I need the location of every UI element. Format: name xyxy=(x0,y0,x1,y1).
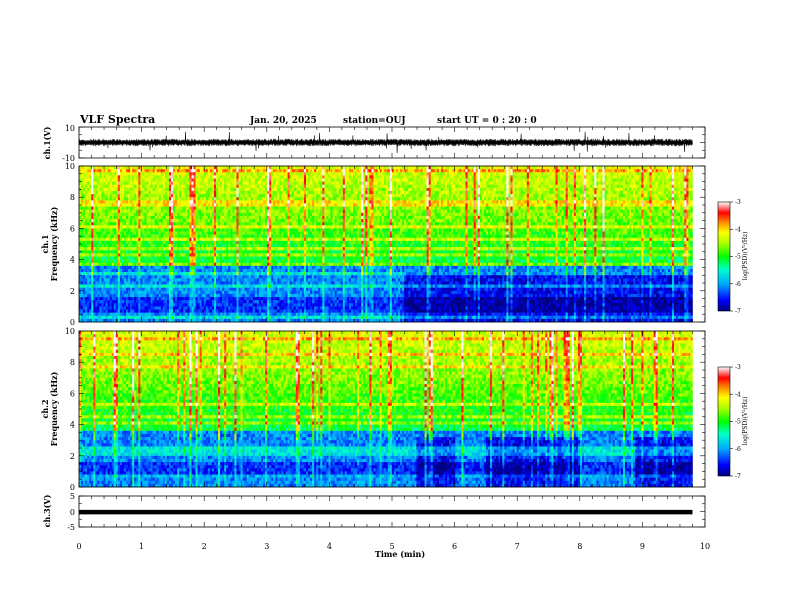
ch3-ytick-top: 5 xyxy=(70,492,75,501)
figure-title: VLF Spectra xyxy=(79,113,155,126)
time-tick-label: 9 xyxy=(640,542,645,551)
colorbar-tick-label: -7 xyxy=(735,473,741,480)
ch2-colorbar-label: log(PSD)(V²/Hz) xyxy=(742,397,749,446)
frequency-tick-label: 0 xyxy=(70,318,75,327)
time-tick-label: 7 xyxy=(515,542,520,551)
ch3-waveform-ylabel: ch.3(V) xyxy=(42,494,52,527)
ch1-waveform-panel: 10 -10 ch.1(V) xyxy=(42,124,705,163)
ch2-freq-tick-labels: 0 2 4 6 8 10 xyxy=(65,327,75,492)
time-tick-label: 0 xyxy=(76,542,81,551)
time-axis-label: Time (min) xyxy=(375,549,425,559)
colorbar-tick-label: -5 xyxy=(735,419,741,426)
colorbar-tick-label: -6 xyxy=(735,446,741,453)
time-tick-label: 10 xyxy=(700,542,710,551)
frequency-tick-label: 10 xyxy=(65,327,75,336)
date-label: Jan. 20, 2025 xyxy=(249,116,317,126)
station-label: station=OUJ xyxy=(343,116,406,126)
frequency-tick-label: 0 xyxy=(70,483,75,492)
colorbar-tick-label: -5 xyxy=(735,254,741,261)
ch2-colorbar-gradient xyxy=(718,367,730,476)
time-tick-label: 2 xyxy=(202,542,207,551)
start-time-label: start UT = 0 : 20 : 0 xyxy=(437,116,537,126)
ch2-spectrogram-image xyxy=(79,331,693,487)
ch1-colorbar-ticks: -3 -4 -5 -6 -7 xyxy=(730,199,741,315)
ch1-waveform-trace xyxy=(79,132,692,153)
time-tick-label: 6 xyxy=(452,542,457,551)
frequency-tick-label: 8 xyxy=(70,358,75,367)
time-tick-label: 4 xyxy=(327,542,332,551)
frequency-tick-label: 8 xyxy=(70,193,75,202)
ch1-colorbar-gradient xyxy=(718,202,730,311)
ch2-colorbar-ticks: -3 -4 -5 -6 -7 xyxy=(730,364,741,480)
ch2-spectrogram-ylabel-frequency: Frequency (kHz) xyxy=(49,371,59,446)
colorbar-tick-label: -7 xyxy=(735,308,741,315)
ch3-ytick-bottom: -5 xyxy=(67,523,75,532)
ch3-ytick-middle: 0 xyxy=(70,508,75,517)
ch3-waveform-panel: 5 0 -5 ch.3(V) xyxy=(42,492,705,532)
colorbar-tick-label: -6 xyxy=(735,281,741,288)
frequency-tick-label: 6 xyxy=(70,224,75,233)
colorbar-tick-label: -3 xyxy=(735,364,741,371)
ch1-waveform-ylabel: ch.1(V) xyxy=(42,126,52,159)
ch1-freq-tick-labels: 0 2 4 6 8 10 xyxy=(65,162,75,327)
ch1-waveform-line xyxy=(79,132,692,153)
frequency-tick-label: 10 xyxy=(65,162,75,171)
colorbar-tick-label: -4 xyxy=(735,391,741,398)
ch1-spectrogram-ylabel-frequency: Frequency (kHz) xyxy=(49,206,59,281)
frequency-tick-label: 4 xyxy=(70,421,75,430)
colorbar-tick-label: -3 xyxy=(735,199,741,206)
frequency-tick-label: 6 xyxy=(70,389,75,398)
time-tick-label: 1 xyxy=(139,542,144,551)
ch2-colorbar: -3 -4 -5 -6 -7 log(PSD)(V²/Hz) xyxy=(718,364,749,480)
ch1-colorbar-label: log(PSD)(V²/Hz) xyxy=(742,232,749,281)
ch1-colorbar: -3 -4 -5 -6 -7 log(PSD)(V²/Hz) xyxy=(718,199,749,315)
colorbar-tick-label: -4 xyxy=(735,226,741,233)
frequency-tick-label: 2 xyxy=(70,287,75,296)
frequency-tick-label: 4 xyxy=(70,256,75,265)
ch1-ytick-top: 10 xyxy=(65,124,75,133)
time-tick-label: 8 xyxy=(577,542,582,551)
ch1-spectrogram-image xyxy=(79,166,693,322)
time-tick-label: 3 xyxy=(264,542,269,551)
frequency-tick-label: 2 xyxy=(70,452,75,461)
